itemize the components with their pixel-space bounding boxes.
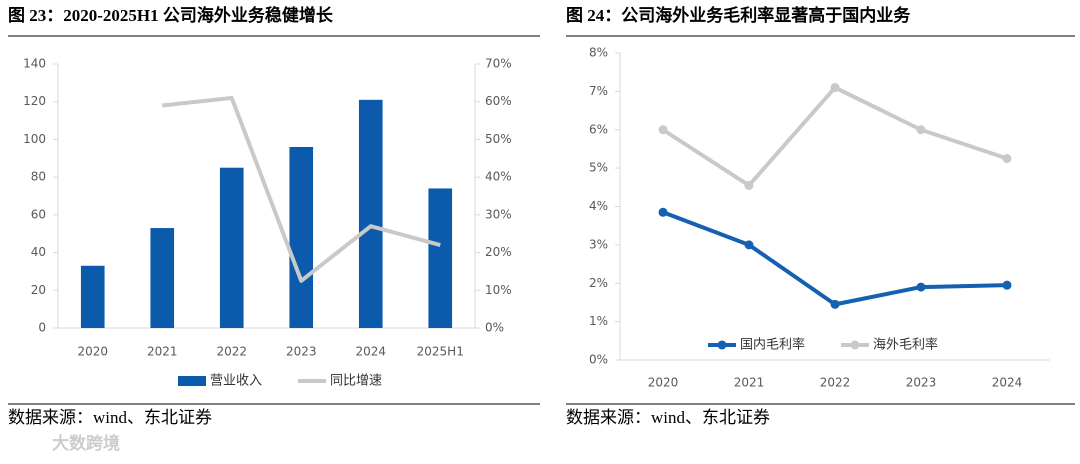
y-tick-label: 0%	[589, 353, 608, 367]
source: 数据来源：wind、东北证券	[8, 408, 212, 427]
point	[830, 83, 840, 93]
y-tick-label: 0	[38, 321, 46, 335]
y-tick-label: 140	[23, 57, 46, 71]
y2-tick-label: 10%	[485, 283, 512, 297]
y2-tick-label: 60%	[485, 94, 512, 108]
x-tick-label: 2025H1	[417, 345, 464, 359]
x-tick-label: 2022	[216, 345, 247, 359]
legend-swatch	[717, 340, 727, 350]
y-tick-label: 100	[23, 132, 46, 146]
y-tick-label: 2%	[589, 276, 608, 290]
y-tick-label: 4%	[589, 199, 608, 213]
point	[744, 180, 754, 190]
y2-tick-label: 70%	[485, 57, 512, 71]
bar	[80, 265, 105, 328]
y2-tick-label: 20%	[485, 245, 512, 259]
x-tick-label: 2020	[77, 345, 108, 359]
x-tick-label: 2024	[355, 345, 386, 359]
legend-label: 海外毛利率	[873, 337, 938, 353]
legend-label: 国内毛利率	[740, 337, 805, 353]
point	[1002, 154, 1012, 164]
line	[162, 95, 441, 283]
point	[1002, 280, 1012, 290]
y-tick-label: 120	[23, 94, 46, 108]
point	[916, 125, 926, 135]
legend-label: 同比增速	[330, 374, 382, 389]
y2-tick-label: 50%	[485, 132, 512, 146]
x-tick-label: 2024	[992, 376, 1023, 390]
y-tick-label: 8%	[589, 46, 608, 60]
y2-tick-label: 40%	[485, 170, 512, 184]
y-tick-label: 20	[31, 283, 46, 297]
x-tick-label: 2020	[648, 376, 679, 390]
line	[661, 85, 1008, 188]
watermark: 大数跨境	[52, 433, 120, 454]
x-tick-label: 2021	[147, 345, 178, 359]
y2-tick-label: 30%	[485, 207, 512, 221]
point	[916, 282, 926, 292]
x-tick-label: 2022	[820, 376, 851, 390]
bar	[219, 167, 244, 328]
chart-title: 图 24：公司海外业务毛利率显著高于国内业务	[566, 5, 911, 25]
line	[662, 210, 1008, 307]
y-tick-label: 5%	[589, 161, 608, 175]
y-tick-label: 3%	[589, 237, 608, 251]
bar	[289, 146, 314, 328]
y-tick-label: 1%	[589, 314, 608, 328]
x-tick-label: 2021	[734, 376, 765, 390]
x-tick-label: 2023	[286, 345, 317, 359]
y-tick-label: 80	[31, 170, 46, 184]
source: 数据来源：wind、东北证券	[566, 408, 770, 427]
y2-tick-label: 0%	[485, 321, 504, 335]
point	[658, 207, 668, 217]
point	[830, 299, 840, 309]
legend-swatch	[850, 340, 860, 350]
y-tick-label: 6%	[589, 122, 608, 136]
x-tick-label: 2023	[906, 376, 937, 390]
point	[658, 125, 668, 135]
y-tick-label: 60	[31, 207, 46, 221]
legend-label: 营业收入	[210, 374, 262, 389]
y-tick-label: 40	[31, 245, 46, 259]
bar	[428, 188, 453, 328]
bar	[358, 99, 383, 328]
y-tick-label: 7%	[589, 84, 608, 98]
chart-title: 图 23：2020-2025H1 公司海外业务稳健增长	[8, 5, 334, 25]
point	[744, 240, 754, 250]
legend-swatch	[178, 376, 206, 386]
bar	[150, 228, 175, 328]
